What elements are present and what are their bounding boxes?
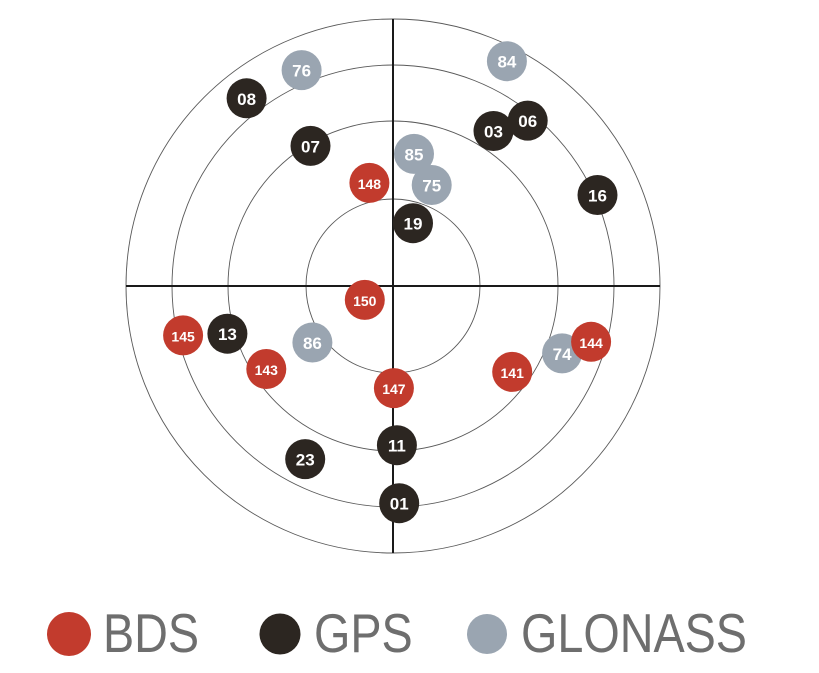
svg-text:86: 86 <box>303 334 322 353</box>
svg-text:84: 84 <box>497 53 516 72</box>
svg-text:150: 150 <box>353 293 377 309</box>
svg-text:19: 19 <box>404 215 423 234</box>
svg-text:143: 143 <box>255 362 279 378</box>
svg-text:147: 147 <box>382 381 406 397</box>
svg-text:13: 13 <box>218 325 237 344</box>
svg-text:GLONASS: GLONASS <box>521 602 747 663</box>
svg-text:85: 85 <box>405 145 424 164</box>
svg-text:76: 76 <box>292 62 311 81</box>
svg-text:08: 08 <box>237 90 256 109</box>
svg-text:07: 07 <box>301 137 320 156</box>
svg-text:75: 75 <box>422 177 441 196</box>
svg-text:144: 144 <box>579 335 603 351</box>
svg-text:11: 11 <box>388 437 406 456</box>
svg-text:141: 141 <box>501 365 525 381</box>
svg-text:03: 03 <box>484 123 503 142</box>
svg-text:23: 23 <box>296 451 315 470</box>
svg-text:01: 01 <box>390 495 409 514</box>
svg-text:145: 145 <box>171 328 195 344</box>
svg-text:74: 74 <box>553 345 572 364</box>
svg-text:GPS: GPS <box>314 602 413 663</box>
svg-text:148: 148 <box>358 176 382 192</box>
svg-text:06: 06 <box>518 112 537 131</box>
svg-text:16: 16 <box>588 187 607 206</box>
svg-text:BDS: BDS <box>103 602 199 663</box>
